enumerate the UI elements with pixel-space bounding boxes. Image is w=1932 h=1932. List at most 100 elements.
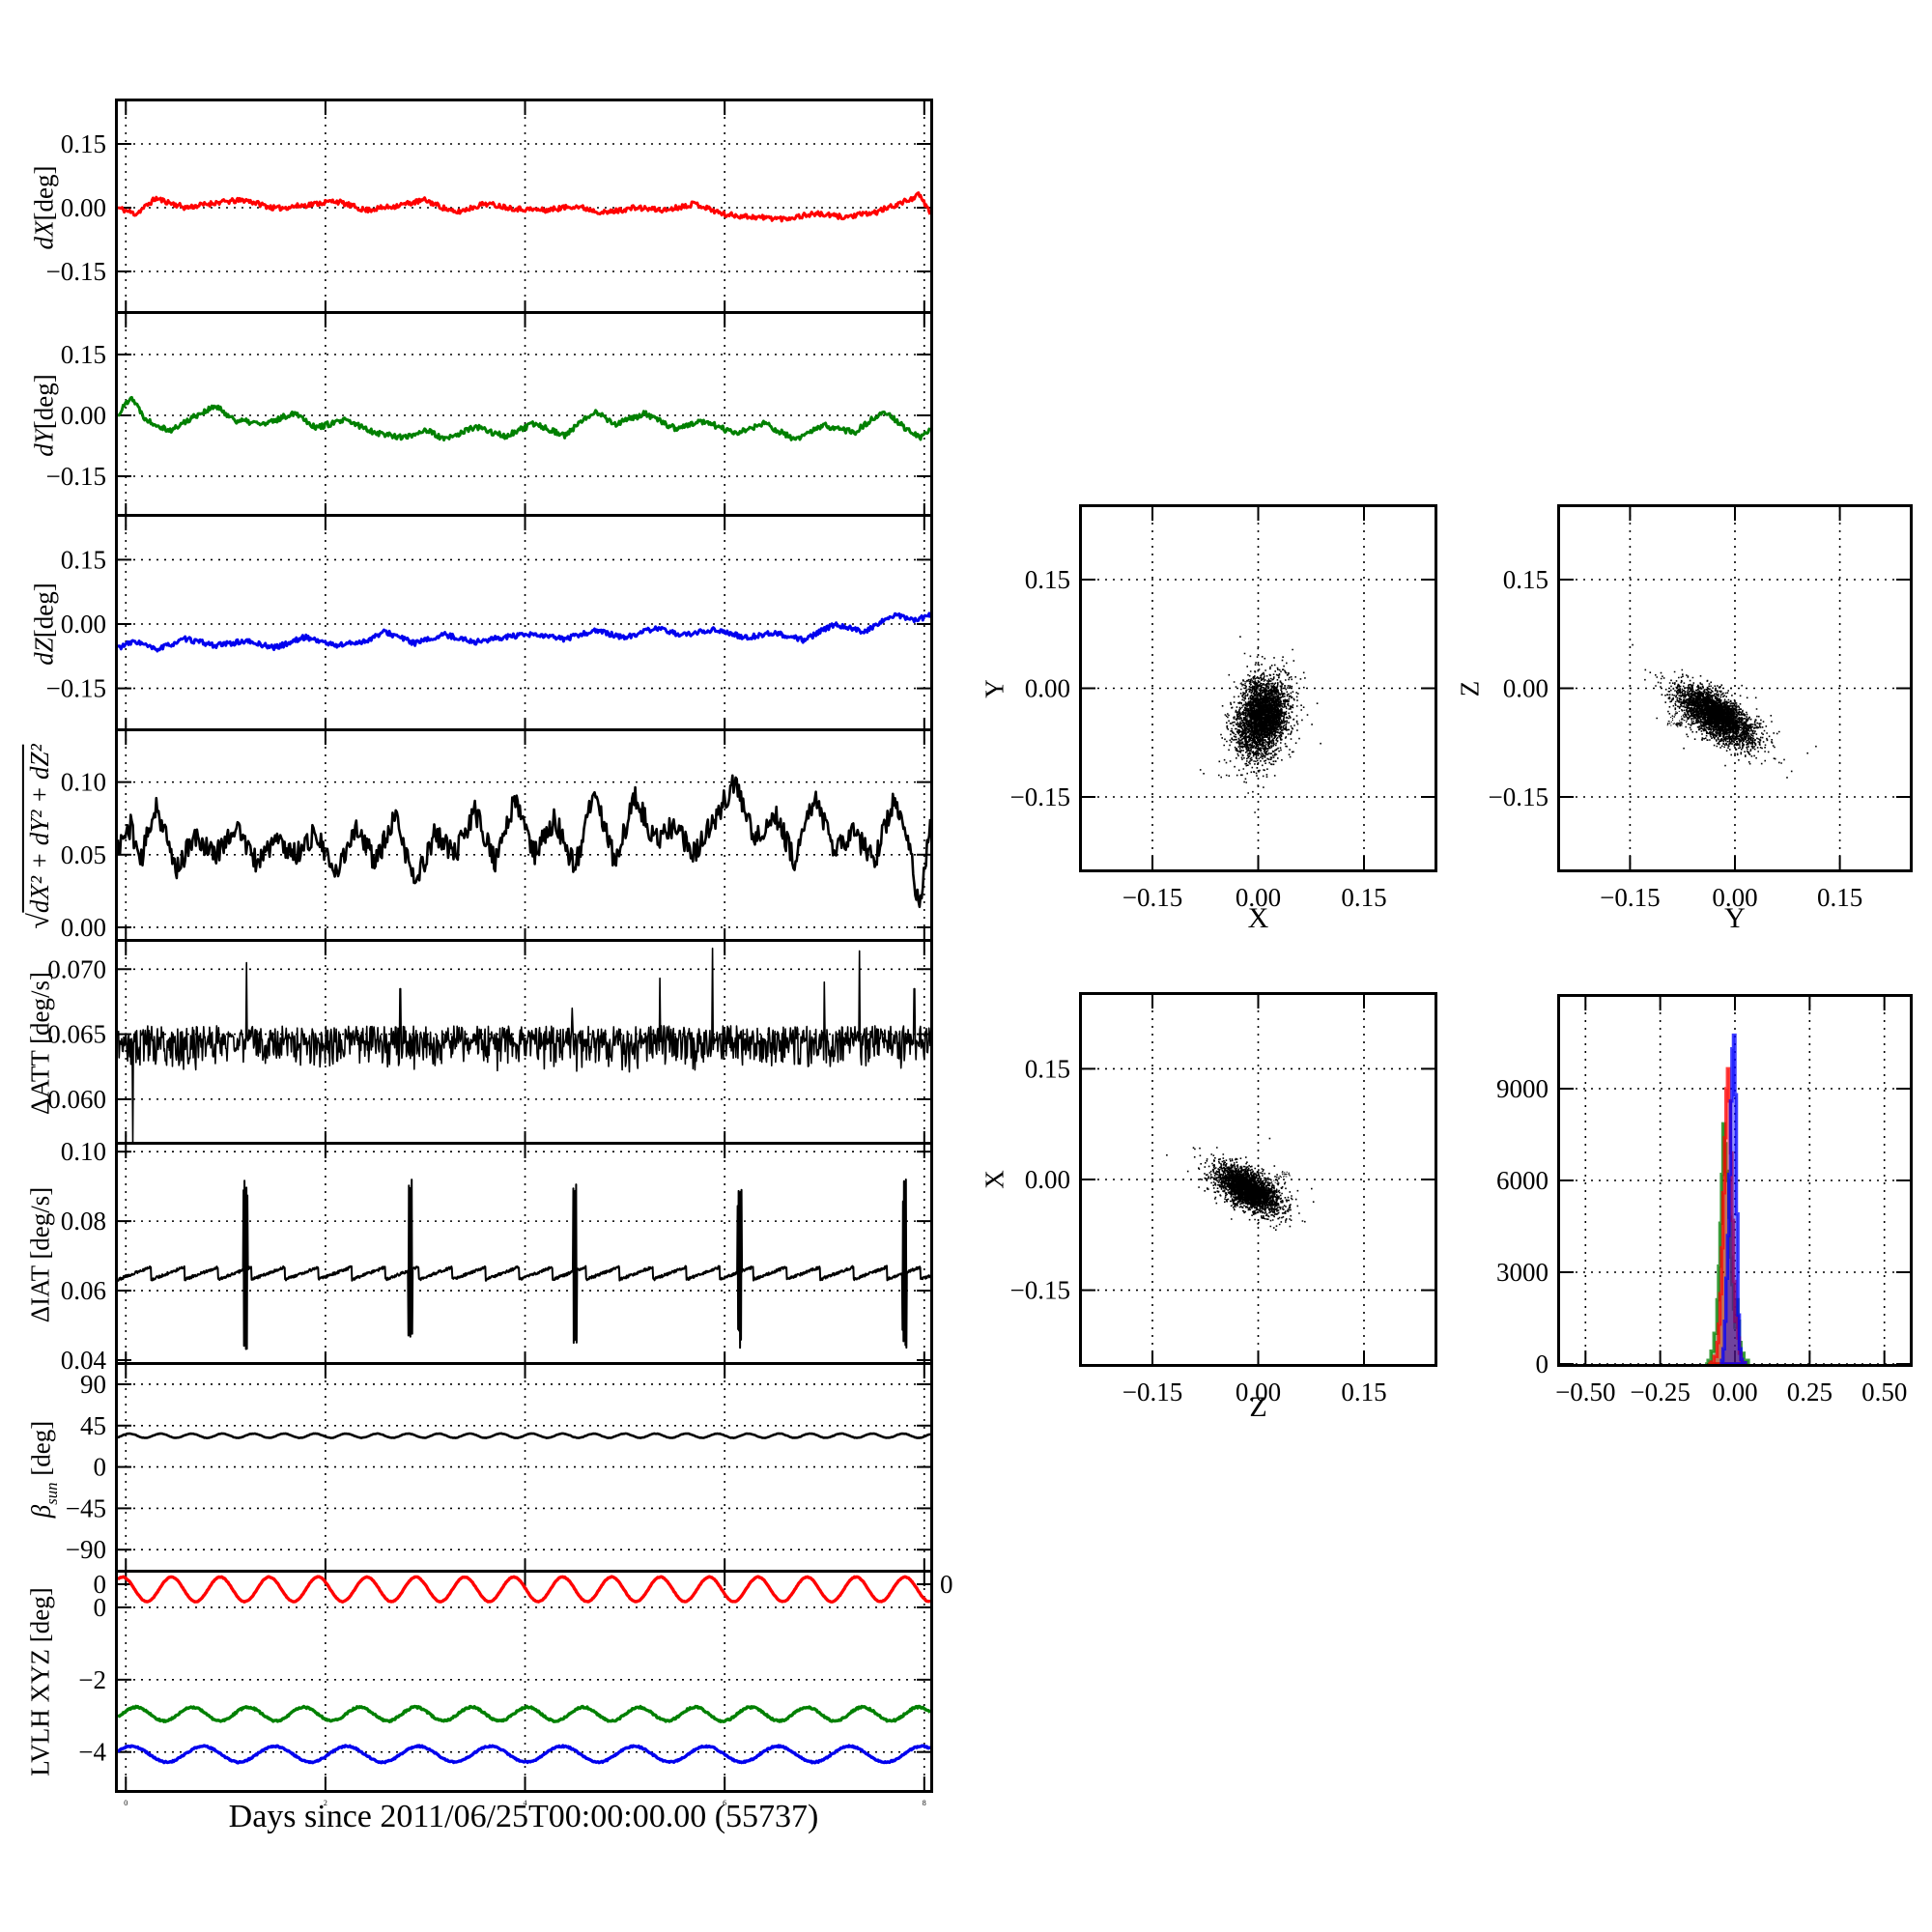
histogram: −0.50 −0.25 0.00 0.25 0.50 9000 6000 3000 0 (1496, 994, 1913, 1406)
dY (118, 395, 930, 442)
svg-text:−4: −4 (78, 1738, 106, 1767)
dZ (118, 611, 930, 653)
panel-lvlh-tick-labels: 0 2 4 6 800−2−40 (78, 1570, 952, 1807)
scatter-x-vs-z-xlabel: Z (1249, 1391, 1267, 1423)
panel-dz-series (118, 611, 930, 653)
svg-text:−45: −45 (66, 1493, 106, 1522)
svg-text:0: 0 (94, 1593, 107, 1622)
scatter-x-vs-z: −0.15 0.00 0.15 0.15 0.00 −0.15 (1010, 992, 1437, 1406)
svg-text:0: 0 (124, 1799, 128, 1807)
scatter-y-vs-x-series (1199, 636, 1321, 813)
panel-dz-tick-labels: 0.15 0.00 −0.15 (46, 545, 106, 702)
svg-text:0.15: 0.15 (1341, 1378, 1386, 1406)
svg-text:0: 0 (94, 1570, 107, 1599)
svg-text:0.00: 0.00 (1236, 883, 1281, 912)
scatter-x-vs-z-ticks (1082, 995, 1435, 1364)
svg-text:−0.15: −0.15 (46, 674, 106, 703)
panel-diat-ticks (118, 1145, 930, 1365)
panel-dz-ticks (118, 517, 930, 731)
svg-text:0.060: 0.060 (47, 1085, 106, 1114)
svg-text:−0.15: −0.15 (46, 257, 106, 286)
panel-lvlh-grid (118, 1573, 930, 1790)
svg-text:−90: −90 (66, 1535, 106, 1564)
svg-text:2: 2 (324, 1799, 327, 1807)
svg-text:0.10: 0.10 (61, 768, 106, 797)
scatter-y-vs-x-ylabel: Y (980, 678, 1009, 698)
scatter-y-vs-x-tick-labels: −0.15 0.00 0.15 0.15 0.00 −0.15 (1010, 565, 1387, 912)
svg-text:0.15: 0.15 (1025, 565, 1070, 594)
panel-dz: 0.15 0.00 −0.15 (46, 514, 933, 734)
svg-text:0.06: 0.06 (61, 1276, 106, 1305)
x-axis-label: Days since 2011/06/25T00:00:00.00 (55737… (228, 1799, 819, 1834)
svg-text:0.00: 0.00 (61, 193, 106, 222)
svg-text:0.50: 0.50 (1861, 1378, 1907, 1406)
panel-bsun-tick-labels: 90 45 0 −45 −90 (66, 1370, 106, 1564)
svg-text:−0.15: −0.15 (1122, 883, 1182, 912)
panel-bsun-ticks (118, 1365, 930, 1573)
panel-diat-ylabel: ΔIAT [deg/s] (25, 1186, 55, 1323)
panel-dx-tick-labels: 0.15 0.00 −0.15 (46, 129, 106, 286)
svg-text:0.15: 0.15 (61, 545, 106, 574)
svg-text:−0.25: −0.25 (1630, 1378, 1690, 1406)
lvlh-y (118, 1704, 930, 1723)
svg-text:0.065: 0.065 (47, 1020, 106, 1049)
svg-text:−0.15: −0.15 (1600, 883, 1660, 912)
panel-diat-grid (118, 1145, 930, 1365)
svg-text:0.15: 0.15 (1817, 883, 1862, 912)
svg-text:90: 90 (80, 1370, 106, 1399)
magnitude (118, 774, 930, 909)
scatter-y-vs-x-xlabel: X (1247, 902, 1269, 934)
panel-dx: 0.15 0.00 −0.15 (46, 99, 933, 317)
panel-mag: 0.10 0.05 0.00 (61, 728, 933, 945)
delta-iat (118, 1179, 930, 1350)
svg-text:0.15: 0.15 (1503, 565, 1548, 594)
panel-lvlh-series (118, 1575, 930, 1765)
histogram-tick-labels: −0.50 −0.25 0.00 0.25 0.50 9000 6000 3000 0 (1496, 1074, 1907, 1406)
svg-text:−0.15: −0.15 (1010, 782, 1070, 811)
svg-text:6: 6 (723, 1799, 726, 1807)
panel-datt-ylabel: ΔATT [deg/s] (25, 971, 55, 1116)
svg-text:0.00: 0.00 (1503, 674, 1548, 703)
svg-text:0.00: 0.00 (61, 401, 106, 430)
svg-text:45: 45 (80, 1411, 106, 1440)
svg-text:0.15: 0.15 (1341, 883, 1386, 912)
panel-dz-grid (118, 517, 930, 731)
panel-diat: 0.10 0.08 0.06 0.04 (61, 1137, 933, 1375)
panel-dy-series (118, 395, 930, 442)
svg-text:−0.15: −0.15 (1010, 1276, 1070, 1305)
svg-text:−0.15: −0.15 (1489, 782, 1548, 811)
scatter-y-vs-x-grid (1082, 507, 1435, 869)
panel-lvlh: 0 2 4 6 8 0 0 −2 −4 0 (78, 1570, 952, 1807)
scatter-y-vs-x-ticks (1082, 507, 1435, 869)
svg-text:−2: −2 (78, 1665, 106, 1694)
svg-text:0.00: 0.00 (61, 913, 106, 942)
zx-cloud (1166, 1137, 1315, 1231)
svg-text:0.10: 0.10 (61, 1137, 106, 1166)
svg-text:4: 4 (524, 1799, 527, 1807)
scatter-x-vs-z-series (1166, 1137, 1315, 1231)
histogram-ticks (1560, 997, 1910, 1365)
panel-bsun-grid (118, 1365, 930, 1573)
scatter-y-vs-x: −0.15 0.00 0.15 0.15 0.00 −0.15 (1010, 504, 1437, 912)
scatter-z-vs-y-grid (1560, 507, 1910, 869)
panel-diat-series (118, 1179, 930, 1350)
lvlh-z (118, 1744, 930, 1765)
svg-text:0.05: 0.05 (61, 840, 106, 869)
svg-text:0.00: 0.00 (1025, 674, 1070, 703)
lvlh-x (118, 1575, 930, 1604)
panel-dy-grid (118, 314, 930, 517)
panel-dx-series (118, 191, 930, 223)
svg-text:0: 0 (940, 1570, 953, 1599)
svg-text:0.25: 0.25 (1787, 1378, 1833, 1406)
panel-dy-ylabel: dY[deg] (29, 374, 59, 457)
panel-dz-ylabel: dZ[deg] (29, 582, 59, 666)
panel-mag-tick-labels: 0.10 0.05 0.00 (61, 768, 106, 942)
scatter-z-vs-y-ticks (1560, 507, 1910, 869)
panel-dx-grid (118, 101, 930, 314)
svg-text:−0.15: −0.15 (1122, 1378, 1182, 1406)
svg-text:−0.50: −0.50 (1555, 1378, 1615, 1406)
panel-mag-ylabel: √dX² + dY² + dZ² (21, 744, 55, 929)
svg-text:0.04: 0.04 (61, 1346, 107, 1375)
histogram-series (1705, 1033, 1750, 1364)
